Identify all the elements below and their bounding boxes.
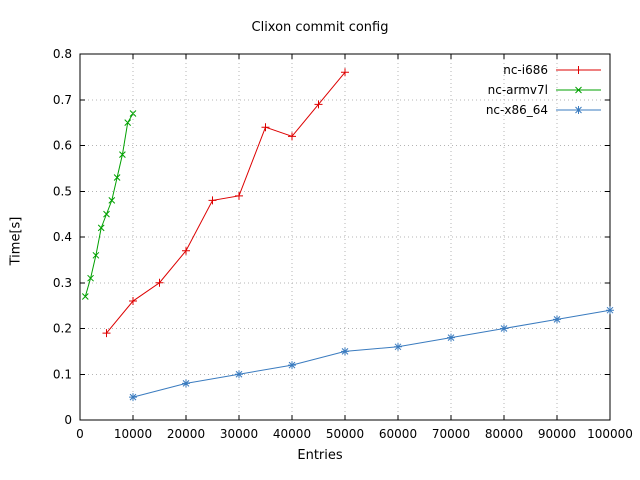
legend-label: nc-i686 xyxy=(503,63,548,77)
series-markers-nc-i686 xyxy=(102,68,349,338)
x-axis-label: Entries xyxy=(297,448,343,463)
series-line-nc-armv7l xyxy=(84,113,134,297)
y-tick-label: 0.2 xyxy=(53,322,72,336)
legend-sample-marker xyxy=(574,66,583,74)
y-tick-label: 0.6 xyxy=(53,139,72,153)
x-tick-label: 80000 xyxy=(485,427,523,441)
x-tick-label: 10000 xyxy=(114,427,152,441)
x-tick-label: 50000 xyxy=(326,427,364,441)
legend-sample-marker xyxy=(574,106,583,114)
y-tick-label: 0 xyxy=(64,413,72,427)
y-tick-label: 0.4 xyxy=(53,230,72,244)
y-tick-label: 0.7 xyxy=(53,93,72,107)
x-tick-label: 60000 xyxy=(379,427,417,441)
y-tick-label: 0.8 xyxy=(53,47,72,61)
x-tick-label: 70000 xyxy=(432,427,470,441)
x-tick-label: 40000 xyxy=(273,427,311,441)
y-tick-label: 0.3 xyxy=(53,276,72,290)
y-tick-label: 0.5 xyxy=(53,184,72,198)
y-tick-label: 0.1 xyxy=(53,367,72,381)
x-tick-label: 90000 xyxy=(538,427,576,441)
x-tick-label: 30000 xyxy=(220,427,258,441)
chart-title: Clixon commit config xyxy=(251,20,389,35)
x-tick-label: 20000 xyxy=(167,427,205,441)
legend-label: nc-x86_64 xyxy=(486,103,548,117)
series-line-nc-x86_64 xyxy=(132,309,611,398)
x-tick-label: 0 xyxy=(76,427,84,441)
series-markers-nc-armv7l xyxy=(81,110,137,300)
legend-label: nc-armv7l xyxy=(488,83,548,97)
x-tick-label: 100000 xyxy=(587,427,633,441)
legend-sample-marker xyxy=(575,86,582,94)
series-line-nc-i686 xyxy=(106,71,346,334)
series-markers-nc-x86_64 xyxy=(129,306,614,402)
